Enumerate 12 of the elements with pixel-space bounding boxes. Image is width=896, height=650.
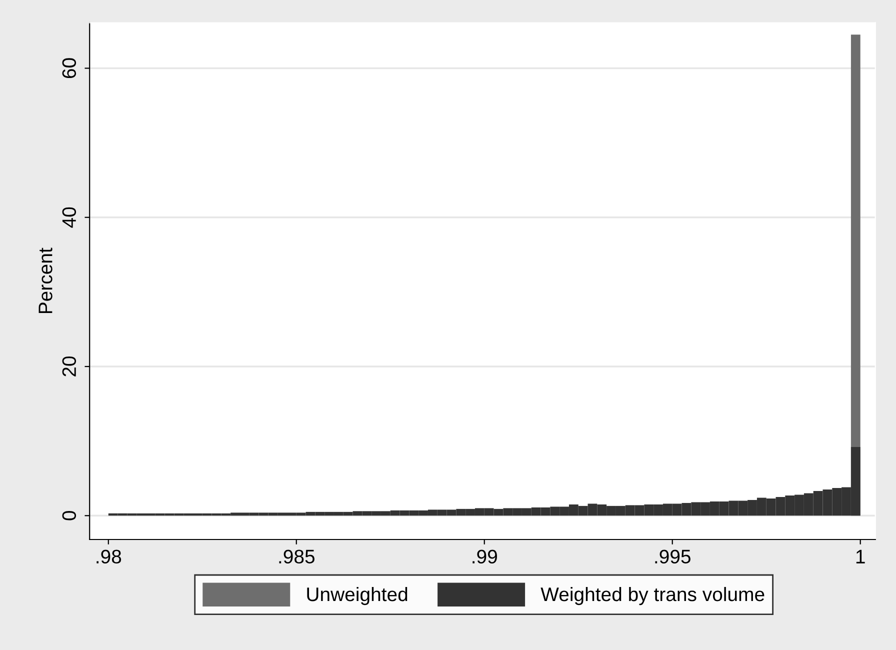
y-tick-label: 60: [62, 58, 76, 78]
x-tick-label: .995: [655, 550, 690, 564]
legend-label: Unweighted: [307, 586, 408, 606]
x-tick-label: 1: [856, 550, 865, 564]
legend-label: Weighted by trans volume: [540, 586, 764, 606]
y-tick-label: 40: [62, 207, 76, 228]
y-axis-title: Percent: [38, 248, 52, 314]
x-tick-label: .98: [96, 550, 122, 564]
y-tick-label: 0: [62, 510, 76, 520]
x-tick-label: .99: [472, 550, 497, 564]
x-tick-label: .985: [279, 550, 314, 564]
y-tick-label: 20: [62, 356, 76, 376]
